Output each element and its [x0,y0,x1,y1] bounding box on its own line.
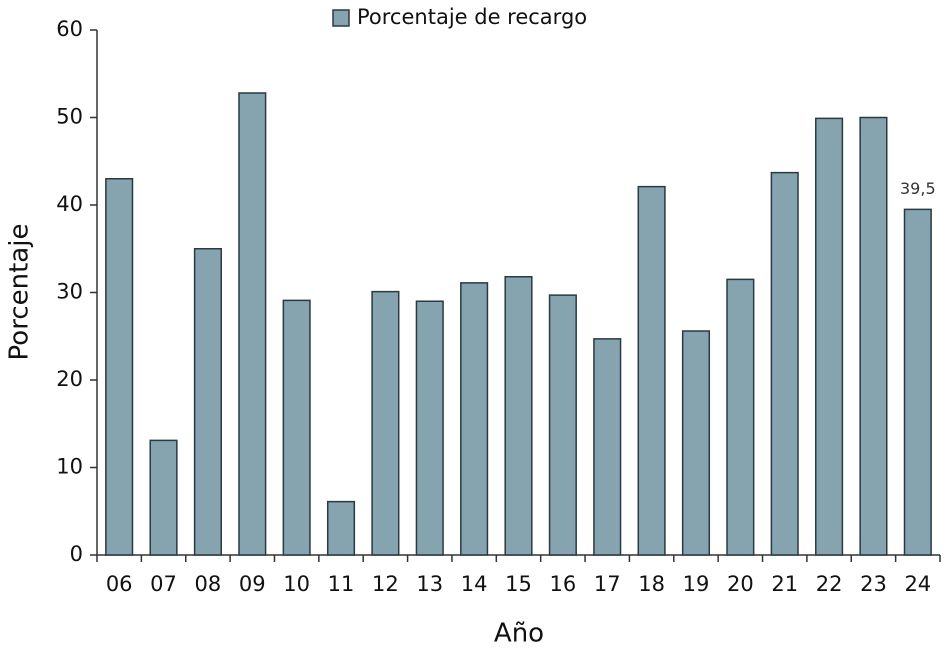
y-tick-label: 20 [56,367,83,391]
x-tick-label: 17 [594,572,621,596]
bar [238,92,267,556]
bar [726,278,755,556]
bar [548,294,577,556]
x-tick-label: 12 [372,572,399,596]
x-tick-label: 22 [816,572,843,596]
x-tick-label: 11 [328,572,355,596]
x-tick-label: 21 [771,572,798,596]
x-tick-label: 19 [683,572,710,596]
bar [815,117,844,556]
x-tick-label: 23 [860,572,887,596]
y-tick-label: 30 [56,280,83,304]
bar [903,208,932,556]
bar [326,500,356,556]
bar [371,290,400,556]
bar [681,330,711,556]
bar [415,300,444,556]
y-tick-label: 60 [56,17,83,41]
x-tick-label: 09 [239,572,266,596]
bar [637,185,666,556]
x-tick-label: 06 [106,572,133,596]
y-axis-title: Porcentaje [5,224,35,361]
x-axis-title: Año [494,619,544,649]
x-tick-label: 18 [638,572,665,596]
x-tick-label: 24 [904,572,931,596]
y-tick-label: 50 [56,105,83,129]
y-tick-label: 40 [56,192,83,216]
value-label: 39,5 [900,179,936,198]
legend-label: Porcentaje de recargo [357,5,587,29]
bar [105,178,134,556]
x-tick-label: 08 [195,572,222,596]
x-tick-label: 16 [550,572,577,596]
bar [282,299,311,556]
bar [460,282,489,556]
bar [149,439,178,556]
bar [193,248,222,556]
bar [593,338,622,556]
x-tick-label: 10 [283,572,310,596]
y-tick-label: 0 [70,542,83,566]
x-tick-label: 13 [416,572,443,596]
bar [770,171,799,556]
x-tick-label: 15 [505,572,532,596]
legend-swatch [332,9,350,27]
x-tick-label: 07 [150,572,177,596]
y-tick-label: 10 [56,455,83,479]
x-tick-label: 20 [727,572,754,596]
bar [504,276,533,556]
x-tick-label: 14 [461,572,488,596]
bar [859,116,888,556]
